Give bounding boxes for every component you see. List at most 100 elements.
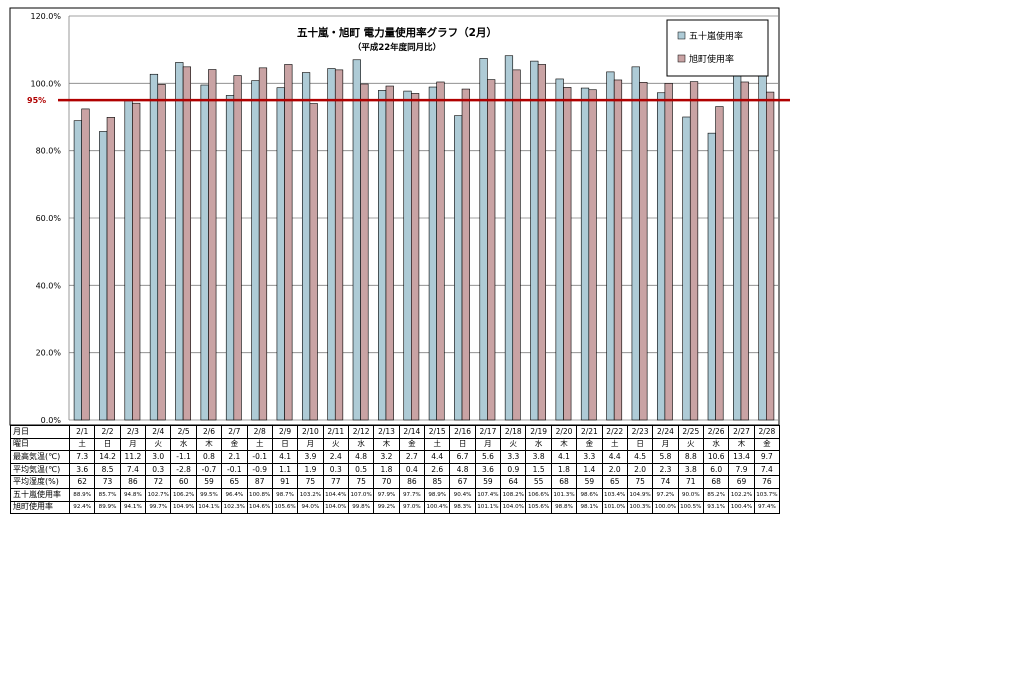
- table-row: 曜日土日月火水木金土日月火水木金土日月火水木金土日月火水木金: [10, 437, 781, 452]
- table-cell: 1.9: [297, 462, 324, 477]
- data-table: 月日 2/1 2/2 2/3 2/4 2/5 2/6 2/7 2/8 2/9 2/10 2/11 2/1…: [10, 425, 781, 515]
- table-row: 五十嵐使用率 88.9% 85.7% 94.8% 102.7% 106.2% 99.5% 96…: [10, 487, 781, 502]
- table-row-header: 旭町使用率: [10, 500, 70, 515]
- table-cell: 98.6%: [576, 487, 603, 502]
- table-cell: 100.5%: [677, 500, 704, 515]
- bar-asahimachi: [512, 69, 521, 421]
- y-tick-label: 40.0%: [36, 281, 62, 290]
- bar-asahimachi: [740, 81, 749, 421]
- table-cell: 75: [347, 475, 375, 489]
- bar-igarashi: [631, 66, 640, 421]
- y-tick-label: 0.0%: [41, 416, 62, 425]
- table-cell: 2/4: [145, 425, 172, 439]
- table-cell: 101.0%: [601, 500, 628, 515]
- table-cell: 木: [373, 437, 400, 452]
- table-cell: 8.8: [677, 450, 704, 464]
- table-cell: 2/21: [576, 425, 603, 439]
- bar-igarashi: [251, 80, 260, 421]
- table-cell: 103.2%: [297, 487, 324, 502]
- bar-igarashi: [352, 59, 361, 421]
- bar-asahimachi: [588, 89, 597, 421]
- table-cell: 100.8%: [246, 487, 273, 502]
- table-cell: 金: [398, 437, 426, 452]
- table-cell: 1.1: [271, 462, 299, 477]
- table-cell: 6.7: [449, 450, 476, 464]
- table-cell: 7.3: [68, 450, 96, 464]
- bar-igarashi: [124, 100, 133, 421]
- table-row: 平均湿度(%) 62 73 86 72 60 59 65 87 91 75 77 75 70 86 85 67 5…: [10, 475, 781, 489]
- table-cell: 85.7%: [94, 487, 121, 502]
- bar-igarashi: [73, 120, 82, 421]
- table-cell: 5.6: [474, 450, 502, 464]
- table-cell: 火: [322, 437, 349, 452]
- table-cell: 3.8: [677, 462, 704, 477]
- table-cell: 96.4%: [221, 487, 248, 502]
- table-cell: 59: [576, 475, 603, 489]
- table-cell: 月: [297, 437, 324, 452]
- table-cell: 0.9: [500, 462, 527, 477]
- table-cell: 2/8: [246, 425, 273, 439]
- table-cell: 2/27: [728, 425, 755, 439]
- chart-title: 五十嵐・旭町 電力量使用率グラフ（2月）: [297, 26, 497, 39]
- table-cell: 69: [728, 475, 755, 489]
- table-cell: 月: [474, 437, 502, 452]
- table-cell: 10.6: [702, 450, 730, 464]
- table-cell: 4.8: [347, 450, 375, 464]
- table-cell: 2.6: [424, 462, 451, 477]
- table-cell: 2/10: [297, 425, 324, 439]
- table-cell: 105.6%: [271, 500, 299, 515]
- table-cell: 68: [550, 475, 578, 489]
- bar-igarashi: [606, 71, 615, 421]
- table-cell: 97.7%: [398, 487, 426, 502]
- table-cell: 2/7: [221, 425, 248, 439]
- table-cell: 4.4: [601, 450, 628, 464]
- legend-swatch-igarashi: [677, 31, 686, 40]
- bar-igarashi: [707, 132, 716, 421]
- table-cell: 2/22: [601, 425, 628, 439]
- table-cell: 62: [68, 475, 96, 489]
- table-cell: 107.4%: [474, 487, 502, 502]
- bar-asahimachi: [639, 82, 648, 421]
- table-cell: 93.1%: [702, 500, 730, 515]
- table-cell: 日: [449, 437, 476, 452]
- table-cell: 68: [702, 475, 730, 489]
- table-cell: 4.5: [626, 450, 654, 464]
- table-cell: 日: [94, 437, 121, 452]
- table-cell: 105.6%: [525, 500, 552, 515]
- table-cell: 98.3%: [449, 500, 476, 515]
- table-cell: 3.3: [576, 450, 603, 464]
- legend-label-asahimachi: 旭町使用率: [689, 53, 734, 65]
- table-cell: 99.7%: [145, 500, 172, 515]
- table-cell: 2/13: [373, 425, 400, 439]
- table-row-header: 月日: [10, 425, 70, 439]
- table-cell: 2/20: [550, 425, 578, 439]
- bar-igarashi: [225, 95, 235, 421]
- table-cell: 104.0%: [500, 500, 527, 515]
- table-cell: -0.1: [246, 450, 273, 464]
- table-cell: 94.8%: [119, 487, 147, 502]
- bar-asahimachi: [385, 85, 394, 421]
- table-cell: 7.9: [728, 462, 755, 477]
- bar-asahimachi: [208, 69, 217, 421]
- table-cell: 2/2: [94, 425, 121, 439]
- table-cell: 97.4%: [753, 500, 781, 515]
- bar-asahimachi: [689, 81, 699, 421]
- table-cell: 5.8: [652, 450, 679, 464]
- bar-igarashi: [479, 58, 488, 421]
- table-row-header: 平均湿度(%): [10, 475, 70, 489]
- table-cell: 102.2%: [728, 487, 755, 502]
- bar-igarashi: [530, 60, 539, 421]
- table-cell: 2/23: [626, 425, 654, 439]
- table-cell: 土: [424, 437, 451, 452]
- table-cell: 98.9%: [424, 487, 451, 502]
- table-cell: 3.6: [474, 462, 502, 477]
- table-cell: 104.0%: [322, 500, 349, 515]
- bar-igarashi: [555, 78, 564, 421]
- table-cell: 90.4%: [449, 487, 476, 502]
- bar-igarashi: [682, 116, 691, 421]
- y-tick-label: 60.0%: [36, 214, 62, 223]
- bars: [73, 55, 775, 421]
- table-cell: 2/28: [753, 425, 781, 439]
- legend: 五十嵐使用率 旭町使用率: [666, 19, 769, 77]
